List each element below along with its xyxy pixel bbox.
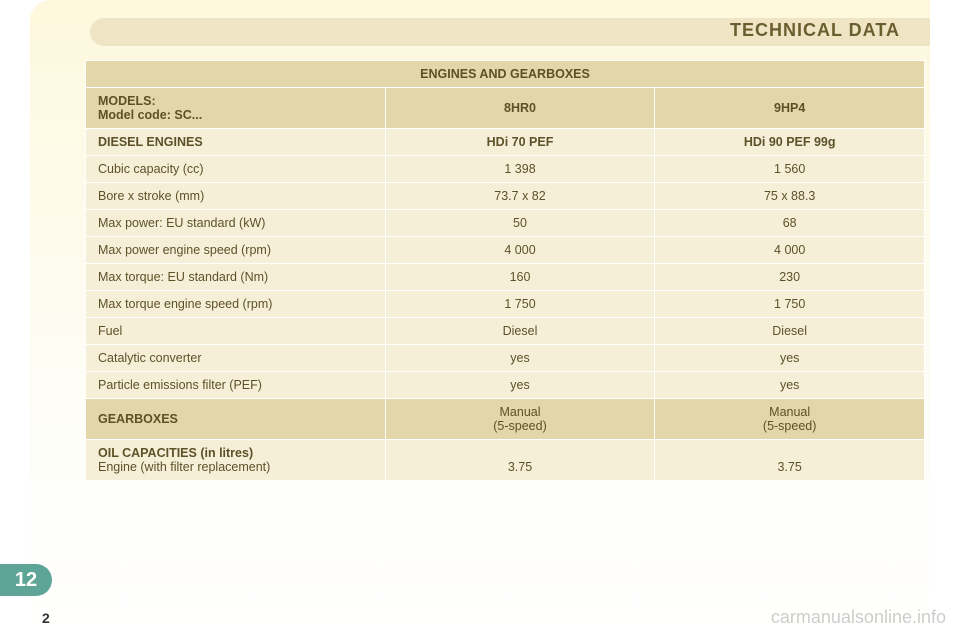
row-a: 160 <box>385 264 655 291</box>
gearbox-a-2: (5-speed) <box>493 419 547 433</box>
table-title: ENGINES AND GEARBOXES <box>86 61 925 88</box>
section-badge: 12 <box>0 564 52 596</box>
gearbox-b: Manual(5-speed) <box>655 399 925 440</box>
row-label: Max torque: EU standard (Nm) <box>86 264 386 291</box>
row-a: 1 398 <box>385 156 655 183</box>
page-number: 2 <box>42 610 50 626</box>
row-b: 68 <box>655 210 925 237</box>
row-label: Cubic capacity (cc) <box>86 156 386 183</box>
row-b: 1 560 <box>655 156 925 183</box>
row-b: 1 750 <box>655 291 925 318</box>
gearbox-b-2: (5-speed) <box>763 419 817 433</box>
engines-table: ENGINES AND GEARBOXES MODELS: Model code… <box>85 60 925 481</box>
gearboxes-label: GEARBOXES <box>86 399 386 440</box>
diesel-a: HDi 70 PEF <box>385 129 655 156</box>
models-label: MODELS: Model code: SC... <box>86 88 386 129</box>
gearbox-a: Manual(5-speed) <box>385 399 655 440</box>
page-background: TECHNICAL DATA ENGINES AND GEARBOXES MOD… <box>30 0 930 640</box>
row-a: 4 000 <box>385 237 655 264</box>
page-title: TECHNICAL DATA <box>730 20 900 41</box>
oil-a: 3.75 <box>385 440 655 481</box>
row-b: Diesel <box>655 318 925 345</box>
row-a: yes <box>385 345 655 372</box>
row-b: 4 000 <box>655 237 925 264</box>
row-b: 75 x 88.3 <box>655 183 925 210</box>
row-b: 230 <box>655 264 925 291</box>
row-label: Fuel <box>86 318 386 345</box>
oil-label: Engine (with filter replacement) <box>98 460 373 474</box>
row-label: Catalytic converter <box>86 345 386 372</box>
diesel-header: DIESEL ENGINES <box>86 129 386 156</box>
gearbox-a-1: Manual <box>500 405 541 419</box>
row-label: Max power: EU standard (kW) <box>86 210 386 237</box>
gearbox-b-1: Manual <box>769 405 810 419</box>
row-label: Particle emissions filter (PEF) <box>86 372 386 399</box>
row-label: Max torque engine speed (rpm) <box>86 291 386 318</box>
model-code-a: 8HR0 <box>385 88 655 129</box>
row-label: Max power engine speed (rpm) <box>86 237 386 264</box>
watermark: carmanualsonline.info <box>771 607 946 628</box>
oil-header: OIL CAPACITIES (in litres) <box>98 446 373 460</box>
row-a: 73.7 x 82 <box>385 183 655 210</box>
models-label-2: Model code: SC... <box>98 108 202 122</box>
row-b: yes <box>655 372 925 399</box>
oil-section: OIL CAPACITIES (in litres) Engine (with … <box>86 440 386 481</box>
row-a: 50 <box>385 210 655 237</box>
diesel-b: HDi 90 PEF 99g <box>655 129 925 156</box>
row-a: Diesel <box>385 318 655 345</box>
models-label-1: MODELS: <box>98 94 156 108</box>
row-a: 1 750 <box>385 291 655 318</box>
model-code-b: 9HP4 <box>655 88 925 129</box>
row-label: Bore x stroke (mm) <box>86 183 386 210</box>
oil-b: 3.75 <box>655 440 925 481</box>
row-b: yes <box>655 345 925 372</box>
row-a: yes <box>385 372 655 399</box>
